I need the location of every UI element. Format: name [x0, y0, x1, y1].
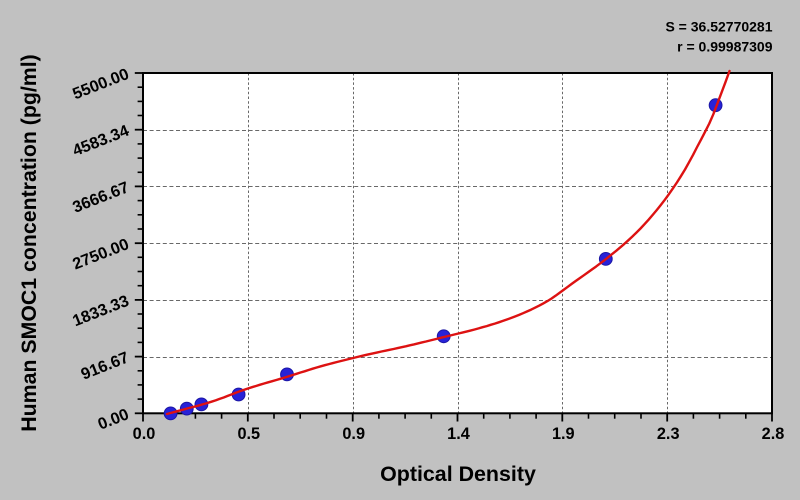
svg-text:0.9: 0.9 — [342, 425, 365, 443]
svg-text:Optical Density: Optical Density — [380, 462, 536, 486]
svg-text:0.0: 0.0 — [133, 425, 156, 443]
svg-text:0.5: 0.5 — [237, 425, 260, 443]
svg-text:Human SMOC1 concentration (pg/: Human SMOC1 concentration (pg/ml) — [17, 54, 41, 431]
svg-text:r = 0.99987309: r = 0.99987309 — [677, 39, 773, 55]
svg-text:2.3: 2.3 — [657, 425, 680, 443]
svg-text:1.9: 1.9 — [552, 425, 575, 443]
svg-text:1.4: 1.4 — [447, 425, 470, 443]
svg-text:S = 36.52770281: S = 36.52770281 — [665, 19, 772, 35]
svg-text:2.8: 2.8 — [762, 425, 785, 443]
